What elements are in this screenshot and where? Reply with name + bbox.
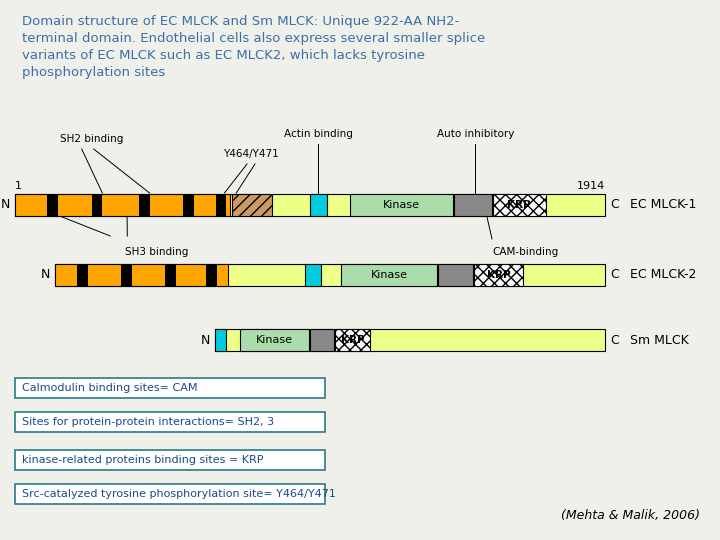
Bar	[55, 264, 228, 286]
Bar	[474, 264, 523, 286]
Text: CAM-binding: CAM-binding	[492, 247, 558, 257]
Bar	[232, 194, 272, 216]
Text: phosphorylation sites: phosphorylation sites	[22, 66, 166, 79]
Bar	[48, 194, 58, 216]
Text: EC MLCK-1: EC MLCK-1	[630, 199, 696, 212]
Bar	[15, 194, 230, 216]
Text: C: C	[610, 199, 618, 212]
Bar	[15, 412, 325, 432]
Bar	[15, 194, 230, 216]
Bar	[215, 194, 226, 216]
Bar	[77, 264, 88, 286]
Bar	[438, 264, 473, 286]
Text: Auto inhibitory: Auto inhibitory	[436, 129, 514, 139]
Bar	[341, 264, 437, 286]
Text: N: N	[1, 199, 10, 212]
Bar	[310, 329, 334, 351]
Text: Calmodulin binding sites= CAM: Calmodulin binding sites= CAM	[22, 383, 197, 393]
Bar	[215, 329, 605, 351]
Bar	[492, 194, 546, 216]
Bar	[350, 194, 454, 216]
Text: KRP: KRP	[508, 200, 531, 210]
Bar	[310, 194, 327, 216]
Bar	[55, 264, 605, 286]
Text: C: C	[610, 334, 618, 347]
Text: SH3 binding: SH3 binding	[125, 247, 189, 257]
Text: C: C	[610, 268, 618, 281]
Bar	[305, 264, 320, 286]
Text: Kinase: Kinase	[371, 270, 408, 280]
Bar	[206, 264, 217, 286]
Bar	[15, 378, 325, 398]
Text: N: N	[201, 334, 210, 347]
Bar	[91, 194, 102, 216]
Text: Sites for protein-protein interactions= SH2, 3: Sites for protein-protein interactions= …	[22, 417, 274, 427]
Text: 1: 1	[15, 181, 22, 191]
Bar	[15, 484, 325, 504]
Text: kinase-related proteins binding sites = KRP: kinase-related proteins binding sites = …	[22, 455, 264, 465]
Bar	[55, 264, 228, 286]
Bar	[121, 264, 132, 286]
Text: EC MLCK-2: EC MLCK-2	[630, 268, 696, 281]
Text: Y464/Y471: Y464/Y471	[223, 149, 279, 159]
Bar	[240, 329, 309, 351]
Text: SH2 binding: SH2 binding	[60, 134, 123, 144]
Text: variants of EC MLCK such as EC MLCK2, which lacks tyrosine: variants of EC MLCK such as EC MLCK2, wh…	[22, 49, 425, 62]
Bar	[183, 194, 194, 216]
Bar	[165, 264, 176, 286]
Text: Kinase: Kinase	[256, 335, 293, 345]
Bar	[336, 329, 370, 351]
Bar	[15, 194, 605, 216]
Bar	[454, 194, 492, 216]
Text: Src-catalyzed tyrosine phosphorylation site= Y464/Y471: Src-catalyzed tyrosine phosphorylation s…	[22, 489, 336, 499]
Text: KRP: KRP	[487, 270, 510, 280]
Bar	[215, 329, 226, 351]
Bar	[15, 450, 325, 470]
Bar	[139, 194, 150, 216]
Text: N: N	[40, 268, 50, 281]
Text: (Mehta & Malik, 2006): (Mehta & Malik, 2006)	[561, 509, 700, 522]
Text: terminal domain. Endothelial cells also express several smaller splice: terminal domain. Endothelial cells also …	[22, 32, 485, 45]
Text: Actin binding: Actin binding	[284, 129, 353, 139]
Text: KRP: KRP	[341, 335, 364, 345]
Text: 1914: 1914	[577, 181, 605, 191]
Text: Sm MLCK: Sm MLCK	[630, 334, 689, 347]
Text: Domain structure of EC MLCK and Sm MLCK: Unique 922-AA NH2-: Domain structure of EC MLCK and Sm MLCK:…	[22, 15, 459, 28]
Text: Kinase: Kinase	[383, 200, 420, 210]
